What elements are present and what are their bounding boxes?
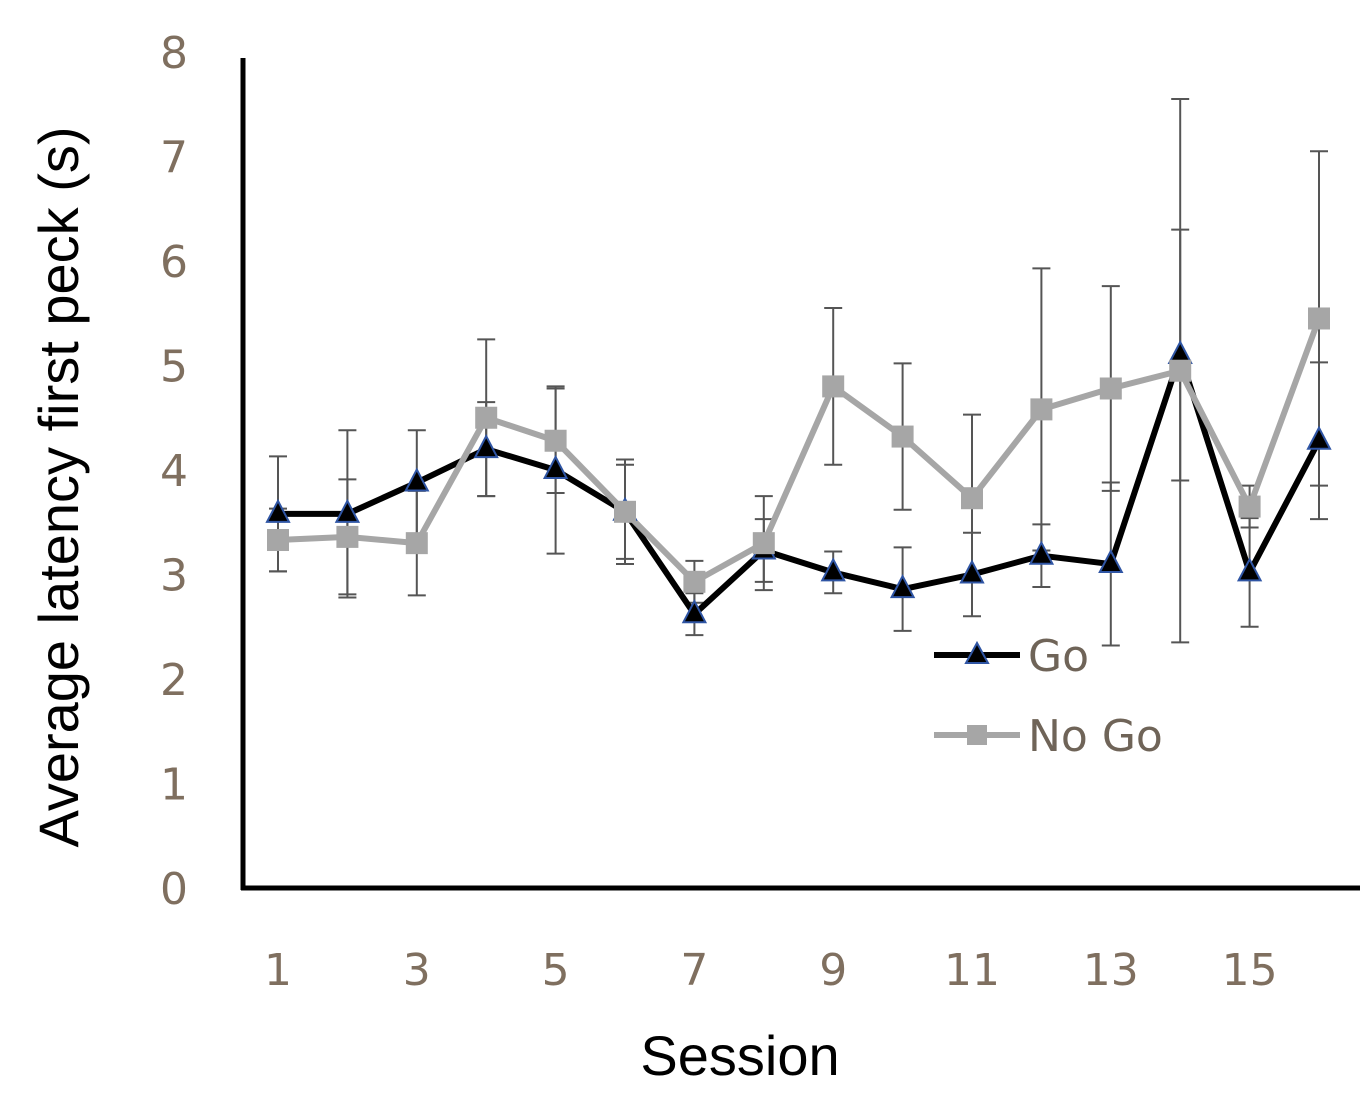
nogo-point [267, 529, 289, 552]
nogo-point [405, 532, 428, 555]
x-tick-label: 11 [944, 945, 1000, 996]
go-series-line [278, 352, 1322, 618]
x-tick-label: 7 [680, 945, 708, 996]
y-tick-labels: 0 1 2 3 4 5 6 7 8 [160, 28, 188, 915]
nogo-point [822, 375, 845, 398]
legend-nogo-marker [967, 725, 987, 745]
nogo-point [1099, 377, 1122, 400]
nogo-point [1308, 307, 1330, 330]
nogo-point [544, 429, 567, 452]
y-tick-label: 6 [160, 237, 188, 288]
nogo-point [1169, 359, 1192, 382]
legend-nogo-label: No Go [1028, 711, 1163, 762]
go-point [473, 433, 499, 459]
go-point [889, 573, 916, 599]
legend-go-marker [964, 640, 990, 664]
nogo-point [683, 570, 706, 593]
x-tick-label: 9 [819, 945, 847, 996]
y-tick-label: 3 [160, 551, 188, 602]
nogo-point [614, 500, 636, 523]
go-point [404, 467, 430, 492]
y-tick-label: 7 [160, 133, 188, 184]
nogo-point [475, 406, 498, 429]
go-point [1236, 557, 1263, 582]
x-tick-labels: 1 3 5 7 9 11 13 15 [264, 945, 1278, 996]
go-point [1028, 540, 1055, 565]
go-point [334, 498, 361, 523]
y-tick-label: 0 [160, 864, 188, 915]
x-tick-label: 5 [542, 945, 570, 996]
y-axis-title: Average latency first peck (s) [27, 126, 90, 847]
nogo-series-line [277, 317, 1322, 585]
go-point [681, 599, 708, 624]
go-point [1098, 548, 1124, 574]
plot-area [265, 98, 1332, 647]
nogo-point [752, 532, 775, 555]
x-axis-title: Session [640, 1024, 839, 1087]
go-point [1306, 425, 1332, 450]
go-point [265, 498, 291, 523]
x-tick-label: 15 [1222, 945, 1278, 996]
go-point [820, 557, 846, 582]
legend: Go No Go [934, 631, 1163, 762]
x-tick-label: 3 [403, 945, 431, 996]
y-tick-label: 5 [160, 342, 188, 393]
nogo-point [891, 425, 914, 448]
y-tick-label: 4 [160, 446, 188, 497]
y-tick-label: 1 [160, 760, 188, 811]
x-tick-label: 13 [1083, 945, 1139, 996]
y-tick-label: 2 [160, 655, 188, 706]
go-point [959, 559, 985, 584]
y-tick-label: 8 [160, 28, 188, 79]
nogo-point [336, 525, 359, 548]
nogo-point [1030, 398, 1053, 421]
x-tick-label: 1 [264, 945, 292, 996]
go-point [542, 454, 569, 479]
nogo-point [961, 487, 983, 510]
legend-go-label: Go [1028, 631, 1089, 682]
nogo-point [1238, 495, 1261, 518]
